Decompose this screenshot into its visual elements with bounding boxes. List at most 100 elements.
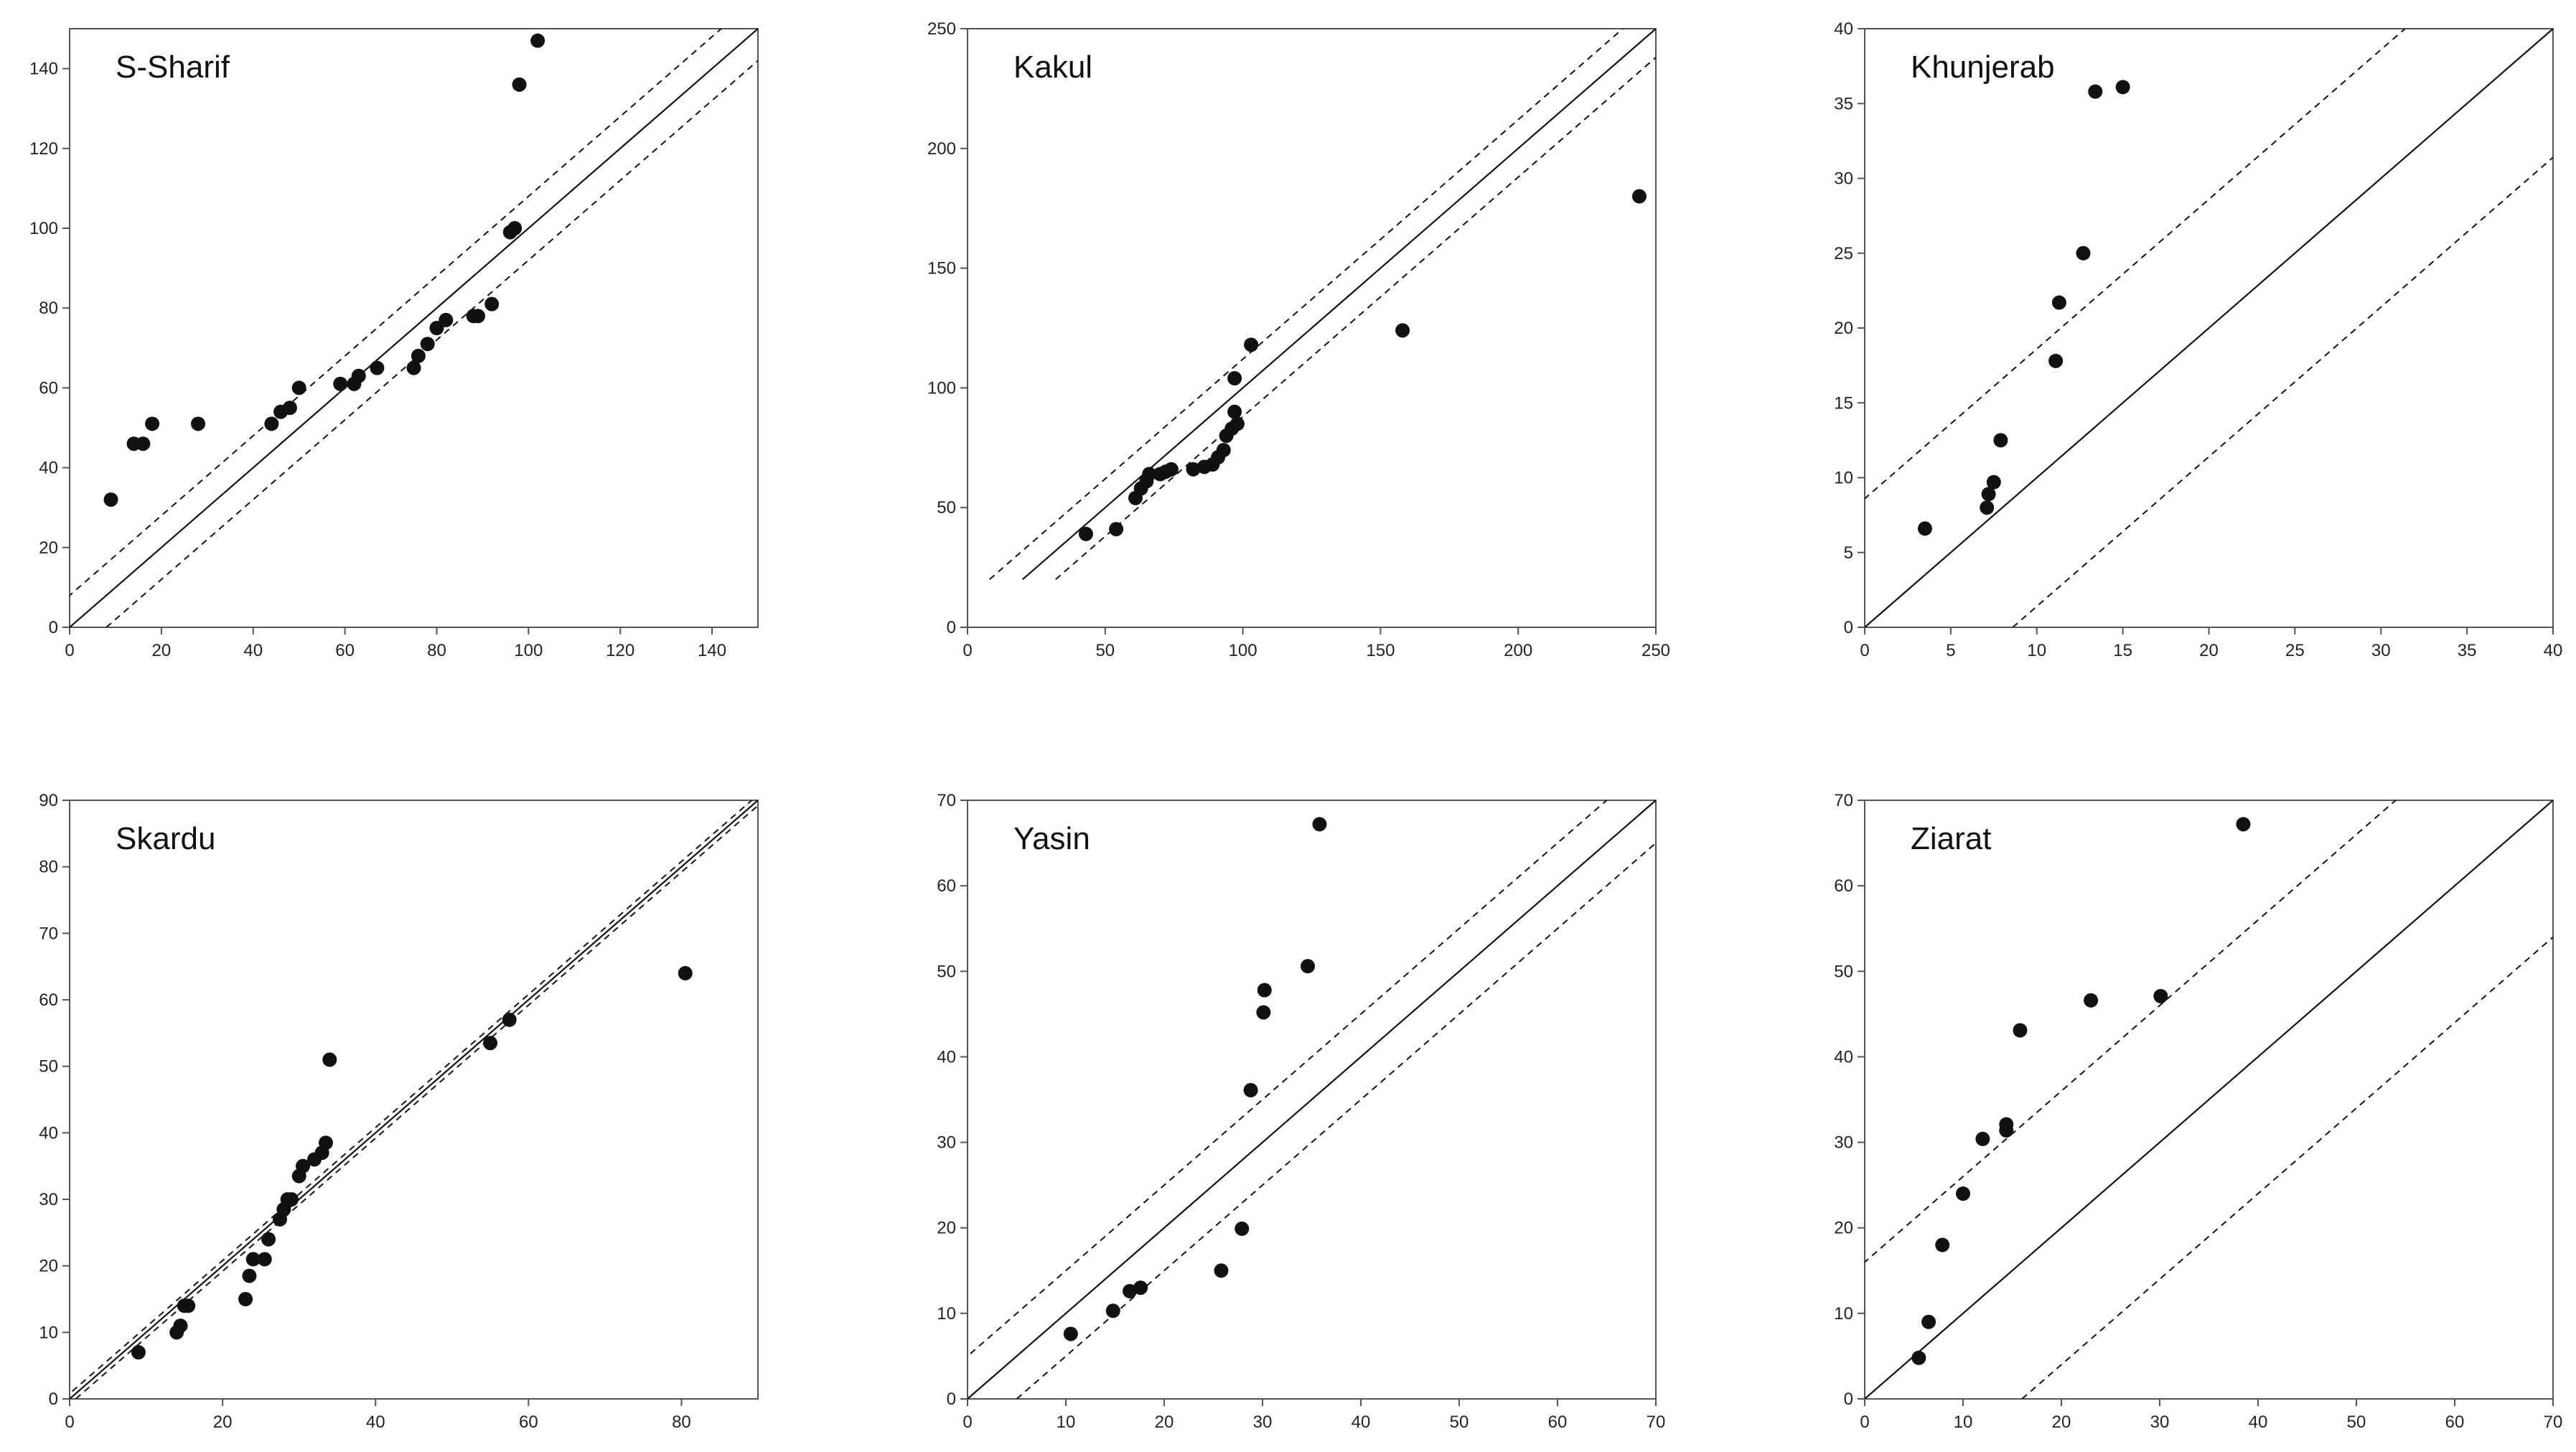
x-tick-label: 50 bbox=[1095, 641, 1115, 660]
panel-title: Yasin bbox=[1013, 821, 1090, 856]
x-tick-label: 20 bbox=[2052, 1413, 2071, 1432]
data-point bbox=[2013, 1023, 2028, 1038]
x-tick-label: 25 bbox=[2285, 641, 2305, 660]
y-tick-label: 80 bbox=[39, 858, 58, 877]
y-tick-label: 30 bbox=[39, 1190, 58, 1209]
y-tick-label: 40 bbox=[1834, 1047, 1853, 1067]
y-tick-label: 60 bbox=[39, 990, 58, 1010]
data-point bbox=[471, 309, 486, 324]
x-tick-label: 0 bbox=[963, 1413, 972, 1432]
x-tick-label: 70 bbox=[1647, 1413, 1666, 1432]
data-point bbox=[2048, 353, 2064, 368]
y-tick-label: 40 bbox=[1834, 19, 1853, 39]
data-point bbox=[483, 1036, 498, 1051]
x-tick-label: 250 bbox=[1641, 641, 1670, 660]
y-tick-label: 140 bbox=[29, 60, 58, 79]
data-point bbox=[1981, 487, 1996, 502]
upper-band-line bbox=[1865, 800, 2397, 1263]
y-tick-label: 0 bbox=[1844, 618, 1853, 637]
y-tick-label: 20 bbox=[39, 1257, 58, 1276]
y-tick-label: 250 bbox=[927, 19, 956, 39]
data-point bbox=[512, 77, 527, 92]
data-point bbox=[502, 1012, 517, 1027]
data-point bbox=[1133, 1280, 1148, 1296]
data-point bbox=[484, 296, 500, 312]
data-point bbox=[2084, 993, 2099, 1008]
panel-title: Skardu bbox=[116, 821, 215, 856]
x-tick-label: 150 bbox=[1366, 641, 1395, 660]
data-point bbox=[282, 401, 297, 416]
plot-frame bbox=[967, 28, 1657, 628]
data-point bbox=[530, 33, 545, 48]
lower-band-line bbox=[2021, 936, 2553, 1399]
x-tick-label: 40 bbox=[2544, 641, 2563, 660]
y-tick-label: 10 bbox=[937, 1304, 956, 1324]
y-tick-label: 10 bbox=[39, 1323, 58, 1342]
upper-band-line bbox=[989, 29, 1624, 581]
x-tick-label: 60 bbox=[2445, 1413, 2465, 1432]
x-tick-label: 40 bbox=[243, 641, 263, 660]
data-point bbox=[1257, 983, 1272, 998]
data-point bbox=[1935, 1237, 1950, 1252]
data-point bbox=[507, 221, 523, 235]
y-tick-label: 70 bbox=[39, 924, 58, 943]
x-tick-label: 20 bbox=[213, 1413, 233, 1432]
x-tick-label: 20 bbox=[2199, 641, 2219, 660]
data-point bbox=[1078, 526, 1093, 541]
data-point bbox=[1631, 189, 1647, 204]
y-tick-label: 40 bbox=[937, 1047, 956, 1067]
y-tick-label: 35 bbox=[1834, 94, 1853, 113]
y-tick-label: 70 bbox=[1834, 791, 1853, 810]
x-tick-label: 5 bbox=[1946, 641, 1955, 660]
y-tick-label: 60 bbox=[937, 876, 956, 896]
data-point bbox=[2153, 988, 2168, 1003]
data-point bbox=[322, 1052, 337, 1067]
data-point bbox=[291, 380, 306, 395]
data-point bbox=[333, 376, 348, 391]
data-point bbox=[1235, 1221, 1250, 1236]
lower-band-line bbox=[75, 805, 758, 1399]
data-point bbox=[1921, 1314, 1936, 1329]
y-tick-label: 50 bbox=[937, 962, 956, 981]
x-tick-label: 80 bbox=[672, 1413, 691, 1432]
x-tick-label: 0 bbox=[1860, 641, 1869, 660]
reference-lines bbox=[989, 29, 1656, 581]
y-tick-label: 60 bbox=[1834, 876, 1853, 896]
data-point bbox=[1395, 323, 1410, 338]
y-tick-label: 70 bbox=[937, 791, 956, 810]
data-point bbox=[2088, 84, 2103, 99]
y-tick-label: 20 bbox=[1834, 319, 1853, 338]
x-tick-label: 50 bbox=[2347, 1413, 2366, 1432]
x-tick-label: 80 bbox=[427, 641, 446, 660]
data-point bbox=[1243, 1082, 1258, 1097]
y-tick-label: 50 bbox=[937, 498, 956, 517]
scatter-panel-2: 0 50 100 150 200 250 0 50 100 150 200 250 Kakul bbox=[927, 19, 1670, 660]
data-point bbox=[1256, 1005, 1271, 1020]
y-tick-label: 20 bbox=[39, 538, 58, 558]
data-point bbox=[242, 1268, 257, 1283]
one-to-one-line bbox=[1865, 800, 2553, 1399]
data-point bbox=[1993, 433, 2008, 448]
data-point bbox=[1244, 337, 1259, 352]
data-point bbox=[131, 1345, 146, 1360]
y-tick-label: 0 bbox=[1844, 1390, 1853, 1409]
x-tick-label: 0 bbox=[65, 641, 74, 660]
data-point bbox=[2115, 80, 2130, 95]
x-tick-label: 60 bbox=[519, 1413, 538, 1432]
panel-title: Ziarat bbox=[1911, 821, 1991, 856]
reference-lines bbox=[968, 800, 1656, 1399]
x-tick-label: 10 bbox=[1954, 1413, 1973, 1432]
reference-lines bbox=[1865, 29, 2553, 627]
data-point bbox=[420, 337, 435, 352]
y-tick-label: 30 bbox=[1834, 169, 1853, 189]
y-tick-label: 150 bbox=[927, 259, 956, 278]
y-tick-label: 80 bbox=[39, 299, 58, 318]
data-point bbox=[1230, 416, 1245, 431]
data-point bbox=[351, 368, 366, 383]
plot-frame bbox=[1864, 800, 2554, 1400]
data-point bbox=[318, 1135, 333, 1151]
one-to-one-line bbox=[70, 800, 758, 1399]
x-tick-label: 30 bbox=[1253, 1413, 1273, 1432]
data-point bbox=[145, 416, 160, 431]
data-point bbox=[1123, 1283, 1138, 1298]
